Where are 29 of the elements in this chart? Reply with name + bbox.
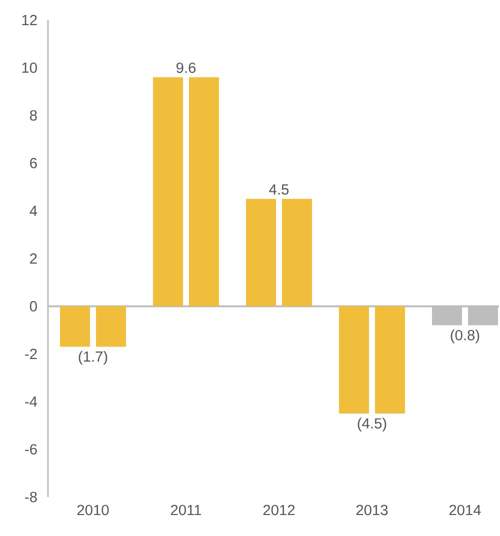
x-tick-label: 2013	[356, 504, 388, 516]
y-tick-label: 10	[22, 62, 37, 73]
bar	[152, 77, 183, 306]
x-tick-label: 2010	[77, 504, 109, 516]
data-label: (0.8)	[450, 330, 480, 344]
y-tick-label: 2	[30, 253, 37, 264]
y-tick-label: 4	[30, 206, 38, 216]
y-tick-label: 8	[30, 110, 37, 121]
data-label: (4.5)	[358, 418, 386, 432]
y-tick-label: 0	[30, 301, 37, 312]
y-tick-label: -2	[25, 348, 37, 360]
y-tick-label: -6	[25, 444, 37, 454]
bar	[60, 306, 90, 347]
data-label: (1.7)	[78, 351, 108, 365]
data-label: 4.5	[269, 184, 289, 195]
y-tick-label: 12	[22, 14, 37, 26]
y-tick-label: -8	[25, 492, 37, 502]
bar	[338, 306, 369, 414]
bar	[96, 306, 126, 347]
x-tick-label: 2011	[170, 504, 202, 516]
bar	[188, 77, 219, 306]
y-tick-label: 6	[30, 158, 37, 168]
x-tick-label: 2014	[449, 504, 481, 516]
bar	[246, 198, 276, 306]
y-tick-label: -4	[25, 396, 38, 407]
bar	[282, 198, 312, 306]
x-tick-label: 2012	[263, 504, 295, 516]
data-label: 9.6	[176, 62, 196, 73]
bar	[374, 306, 405, 414]
